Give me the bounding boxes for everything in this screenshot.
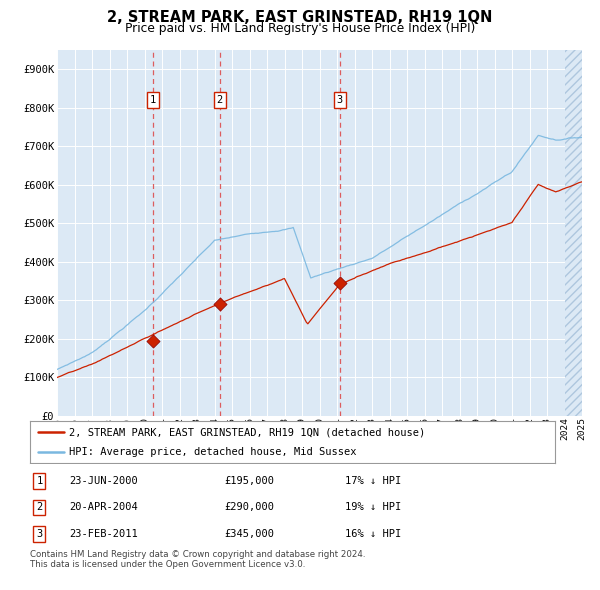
- Text: £290,000: £290,000: [224, 503, 274, 513]
- Text: 1: 1: [150, 95, 156, 105]
- Point: [215, 300, 224, 309]
- Text: 23-FEB-2011: 23-FEB-2011: [70, 529, 138, 539]
- Text: 2: 2: [217, 95, 223, 105]
- Text: £345,000: £345,000: [224, 529, 274, 539]
- Bar: [565, 50, 582, 416]
- Point: [335, 278, 344, 288]
- Text: 2, STREAM PARK, EAST GRINSTEAD, RH19 1QN: 2, STREAM PARK, EAST GRINSTEAD, RH19 1QN: [107, 10, 493, 25]
- Text: 16% ↓ HPI: 16% ↓ HPI: [345, 529, 401, 539]
- Text: 2, STREAM PARK, EAST GRINSTEAD, RH19 1QN (detached house): 2, STREAM PARK, EAST GRINSTEAD, RH19 1QN…: [70, 427, 425, 437]
- Text: 2: 2: [37, 503, 43, 513]
- Text: Price paid vs. HM Land Registry's House Price Index (HPI): Price paid vs. HM Land Registry's House …: [125, 22, 475, 35]
- Text: Contains HM Land Registry data © Crown copyright and database right 2024.
This d: Contains HM Land Registry data © Crown c…: [30, 550, 365, 569]
- Text: HPI: Average price, detached house, Mid Sussex: HPI: Average price, detached house, Mid …: [70, 447, 357, 457]
- Text: 3: 3: [337, 95, 343, 105]
- Text: 19% ↓ HPI: 19% ↓ HPI: [345, 503, 401, 513]
- Text: 20-APR-2004: 20-APR-2004: [70, 503, 138, 513]
- Text: £195,000: £195,000: [224, 476, 274, 486]
- Text: 3: 3: [37, 529, 43, 539]
- Text: 1: 1: [37, 476, 43, 486]
- Point: [148, 336, 158, 346]
- Text: 23-JUN-2000: 23-JUN-2000: [70, 476, 138, 486]
- Text: 17% ↓ HPI: 17% ↓ HPI: [345, 476, 401, 486]
